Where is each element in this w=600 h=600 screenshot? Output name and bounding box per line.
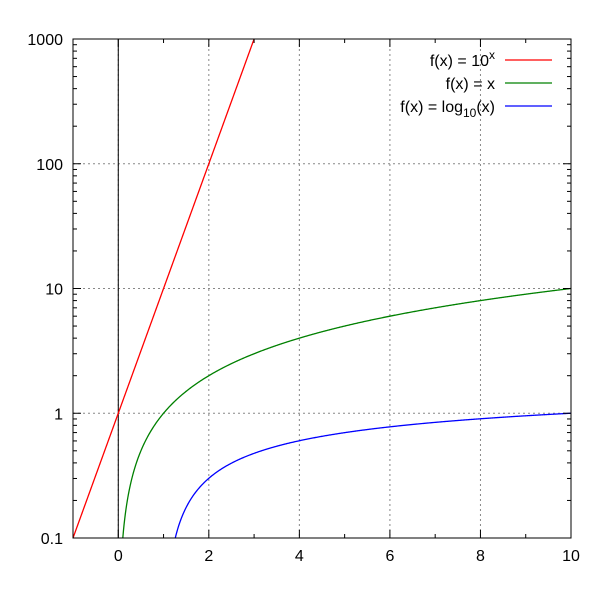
x-tick-label-5: 10 <box>562 548 580 565</box>
x-tick-label-1: 2 <box>204 548 213 565</box>
y-tick-label-2: 10 <box>45 282 63 299</box>
series-line-pow10 <box>73 39 255 538</box>
legend-label-identity: f(x) = x <box>446 76 495 93</box>
y-tick-label-4: 1000 <box>27 32 63 49</box>
legend: f(x) = 10x f(x) = x f(x) = log10(x) <box>400 48 552 120</box>
x-tick-label-3: 6 <box>385 548 394 565</box>
plot-frame <box>72 38 572 539</box>
series-line-log10 <box>174 412 571 538</box>
y-axis-ticks: 0.1 1 10 100 1000 <box>27 32 571 548</box>
x-axis-ticks: 0 2 4 6 8 10 <box>72 39 580 565</box>
y-tick-label-1: 1 <box>54 406 63 423</box>
series-line-identity <box>122 287 571 538</box>
x-tick-label-4: 8 <box>476 548 485 565</box>
x-tick-label-0: 0 <box>114 548 123 565</box>
grid <box>73 38 572 539</box>
legend-label-log10: f(x) = log10(x) <box>400 99 495 120</box>
y-tick-label-0: 0.1 <box>41 531 63 548</box>
legend-label-pow10: f(x) = 10x <box>430 48 495 70</box>
plot-series <box>73 39 571 538</box>
y-tick-label-3: 100 <box>36 157 63 174</box>
x-tick-label-2: 4 <box>295 548 304 565</box>
